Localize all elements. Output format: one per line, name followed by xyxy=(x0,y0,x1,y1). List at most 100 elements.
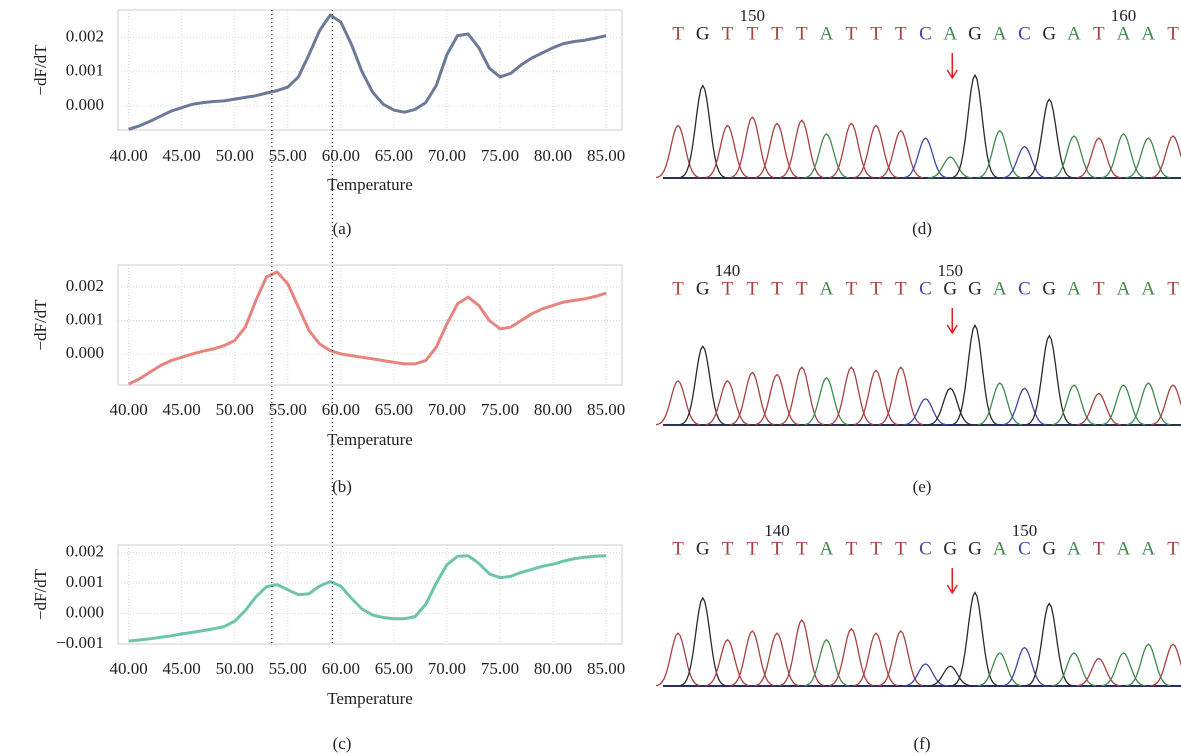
trace-peak xyxy=(1126,383,1170,425)
trace-peak xyxy=(953,75,997,177)
position-label: 140 xyxy=(715,261,741,280)
base-letter: T xyxy=(895,23,907,44)
panel-caption: (d) xyxy=(912,219,932,238)
base-letter: G xyxy=(943,278,957,299)
base-letter: T xyxy=(845,538,857,559)
trace-peak xyxy=(829,367,873,424)
y-tick-label: 0.002 xyxy=(66,542,104,561)
base-letter: T xyxy=(1167,23,1179,44)
x-tick-label: 70.00 xyxy=(428,400,466,419)
position-label: 150 xyxy=(1012,521,1038,540)
base-letter: T xyxy=(722,23,734,44)
panel-caption: (c) xyxy=(333,734,352,753)
y-axis-label: −dF/dT xyxy=(31,299,50,351)
base-letter: T xyxy=(1093,23,1105,44)
x-tick-label: 60.00 xyxy=(322,659,360,678)
x-axis-label: Temperature xyxy=(327,430,413,449)
base-letter: T xyxy=(746,23,758,44)
position-label: 150 xyxy=(740,6,766,25)
base-letter: T xyxy=(796,278,808,299)
trace-peak xyxy=(1003,147,1047,178)
base-letter: T xyxy=(771,538,783,559)
y-axis-label: −dF/dT xyxy=(31,568,50,620)
x-tick-label: 55.00 xyxy=(269,400,307,419)
panel-caption: (b) xyxy=(332,477,352,496)
x-tick-label: 75.00 xyxy=(481,659,519,678)
base-letter: A xyxy=(1141,23,1155,44)
x-tick-label: 75.00 xyxy=(481,400,519,419)
base-letter: A xyxy=(1067,278,1081,299)
y-tick-label: 0.002 xyxy=(66,276,104,295)
base-letter: G xyxy=(968,23,982,44)
trace-peak xyxy=(854,126,898,178)
x-tick-label: 50.00 xyxy=(216,659,254,678)
x-tick-label: 50.00 xyxy=(216,400,254,419)
x-tick-label: 45.00 xyxy=(163,146,201,165)
trace-peak xyxy=(681,346,725,424)
base-letter: C xyxy=(1018,538,1031,559)
trace-peak xyxy=(730,373,774,425)
base-letter: T xyxy=(845,278,857,299)
x-tick-label: 55.00 xyxy=(269,659,307,678)
trace-peak xyxy=(780,620,824,686)
base-letter: T xyxy=(870,278,882,299)
base-letter: G xyxy=(1042,538,1056,559)
trace-peak xyxy=(681,598,725,685)
base-letter: T xyxy=(1093,538,1105,559)
x-tick-label: 40.00 xyxy=(109,146,147,165)
base-letter: C xyxy=(1018,278,1031,299)
plot-frame xyxy=(118,10,622,130)
base-letter: A xyxy=(1141,278,1155,299)
base-letter: T xyxy=(796,23,808,44)
x-tick-label: 40.00 xyxy=(109,400,147,419)
base-letter: A xyxy=(1117,538,1131,559)
trace-peak xyxy=(681,86,725,178)
x-tick-label: 45.00 xyxy=(163,659,201,678)
panel-caption: (e) xyxy=(913,477,932,496)
base-letter: A xyxy=(1141,538,1155,559)
base-letter: A xyxy=(993,278,1007,299)
trace-peak xyxy=(780,367,824,424)
base-letter: T xyxy=(771,23,783,44)
trace-peak xyxy=(1151,385,1181,425)
x-tick-label: 50.00 xyxy=(216,146,254,165)
trace-peak xyxy=(656,126,700,178)
base-letter: G xyxy=(696,23,710,44)
base-letter: T xyxy=(1167,278,1179,299)
base-letter: T xyxy=(895,538,907,559)
y-tick-label: 0.001 xyxy=(66,309,104,328)
base-letter: G xyxy=(943,538,957,559)
x-tick-label: 65.00 xyxy=(375,400,413,419)
trace-peak xyxy=(780,120,824,177)
x-tick-label: 80.00 xyxy=(534,146,572,165)
base-letter: C xyxy=(1018,23,1031,44)
base-letter: C xyxy=(919,278,932,299)
base-letter: G xyxy=(968,278,982,299)
base-letter: A xyxy=(1117,278,1131,299)
base-letter: T xyxy=(746,538,758,559)
base-letter: T xyxy=(722,538,734,559)
x-tick-label: 40.00 xyxy=(109,659,147,678)
trace-peak xyxy=(879,367,923,424)
trace-peak xyxy=(1052,653,1096,686)
base-letter: A xyxy=(943,23,957,44)
x-tick-label: 60.00 xyxy=(322,146,360,165)
x-axis-label: Temperature xyxy=(327,175,413,194)
base-letter: A xyxy=(993,538,1007,559)
x-tick-label: 80.00 xyxy=(534,400,572,419)
base-letter: T xyxy=(895,278,907,299)
base-letter: T xyxy=(672,538,684,559)
base-letter: T xyxy=(870,23,882,44)
y-tick-label: 0.000 xyxy=(66,95,104,114)
x-tick-label: 65.00 xyxy=(375,146,413,165)
position-label: 140 xyxy=(764,521,790,540)
base-letter: T xyxy=(1167,538,1179,559)
panel-caption: (f) xyxy=(914,734,931,753)
base-letter: T xyxy=(672,278,684,299)
base-letter: A xyxy=(820,538,834,559)
y-axis-label: −dF/dT xyxy=(31,44,50,96)
base-letter: T xyxy=(796,538,808,559)
x-tick-label: 80.00 xyxy=(534,659,572,678)
base-letter: G xyxy=(1042,278,1056,299)
base-letter: T xyxy=(746,278,758,299)
